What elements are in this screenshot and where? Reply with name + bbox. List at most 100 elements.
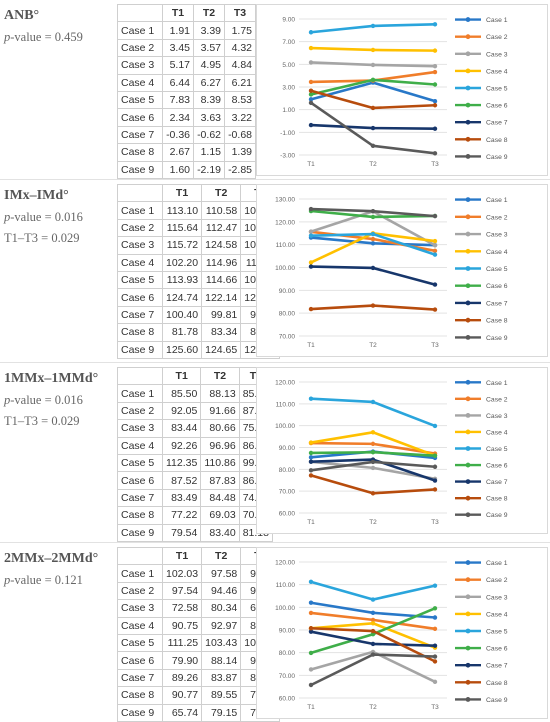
- value-cell: 122.14: [201, 288, 242, 307]
- y-tick-label: 130.00: [275, 197, 295, 204]
- data-point-case-9: [370, 652, 376, 657]
- y-tick-label: 60.00: [279, 511, 296, 518]
- stat-value: -value = 0.121: [10, 573, 83, 587]
- case-name-cell: Case 9: [117, 703, 163, 722]
- legend-label: Case 9: [486, 697, 508, 704]
- data-point-case-3: [370, 62, 376, 68]
- legend-label: Case 9: [486, 512, 508, 519]
- panel-label: ANB° p-value = 0.459: [4, 8, 112, 45]
- y-tick-label: 100.00: [275, 265, 295, 272]
- value-cell: 111.25: [161, 633, 203, 653]
- value-cell: 6.21: [224, 73, 256, 92]
- value-cell: 124.74: [161, 288, 203, 307]
- data-point-case-5: [308, 579, 314, 585]
- value-cell: 89.55: [201, 686, 242, 705]
- legend-label: Case 1: [486, 197, 508, 204]
- legend-label: Case 5: [486, 629, 508, 636]
- line-chart: 70.00 80.00 90.00 100.00 110.00 120.00 130.00 T…: [256, 184, 548, 357]
- value-cell: 88.13: [200, 384, 240, 403]
- case-name-cell: Case 6: [117, 651, 163, 670]
- stat-p-symbol: p: [4, 30, 11, 44]
- legend-marker: [465, 594, 471, 600]
- data-point-case-9: [308, 468, 314, 473]
- case-name-cell: Case 8: [117, 323, 163, 342]
- table-header-cell: T2: [201, 546, 242, 566]
- x-tick-label: T1: [307, 519, 315, 526]
- y-tick-label: 90.00: [279, 445, 296, 452]
- metric-title: 2MMx–2MMd°: [4, 551, 99, 566]
- data-point-case-9: [432, 654, 438, 659]
- value-cell: -0.62: [193, 125, 225, 145]
- stat-p-symbol: p: [4, 573, 11, 587]
- data-point-case-4: [308, 45, 314, 51]
- value-cell: 1.91: [162, 21, 194, 40]
- data-point-case-3: [432, 63, 438, 69]
- value-cell: 102.03: [161, 564, 203, 583]
- value-cell: 99.81: [201, 305, 242, 325]
- value-cell: 83.87: [201, 668, 242, 688]
- data-point-case-8: [432, 659, 438, 664]
- legend-label: Case 6: [486, 646, 508, 653]
- case-name-cell: Case 7: [117, 125, 163, 145]
- case-name-cell: Case 8: [117, 506, 163, 525]
- y-tick-label: 1.00: [282, 107, 295, 114]
- data-point-case-4: [308, 260, 314, 265]
- data-table: T1 T2 T3 Case 1 1.91 3.39 1.75 Case 2 3.45 3.57 4.…: [117, 3, 256, 179]
- x-tick-label: T3: [431, 161, 439, 168]
- line-chart: 60.00 70.00 80.00 90.00 100.00 110.00 120.00 T1…: [256, 547, 548, 719]
- y-tick-label: 70.00: [279, 334, 296, 341]
- data-point-case-3: [308, 229, 314, 234]
- data-point-case-4: [370, 621, 376, 626]
- x-tick-label: T1: [307, 161, 315, 168]
- table-header-cell: T1: [161, 366, 202, 386]
- data-point-case-2: [432, 626, 438, 631]
- table-row: Case 3 5.17 4.95 4.84: [117, 56, 256, 75]
- series-line-case-8: [310, 474, 436, 495]
- chart-svg: 60.00 70.00 80.00 90.00 100.00 110.00 120.00 T1…: [275, 560, 508, 712]
- legend-label: Case 7: [486, 120, 508, 127]
- data-point-case-3: [432, 243, 438, 248]
- data-point-case-1: [370, 610, 376, 616]
- value-cell: 4.95: [193, 56, 225, 75]
- value-cell: 92.97: [201, 616, 242, 635]
- legend-marker: [465, 51, 471, 57]
- case-name-cell: Case 2: [117, 38, 163, 58]
- case-name-cell: Case 6: [117, 288, 163, 307]
- chart-svg: -3.00 -1.00 1.00 3.00 5.00 7.00 9.00 T1 T2 T3 Case…: [280, 17, 508, 169]
- legend-label: Case 2: [486, 577, 508, 584]
- y-tick-label: -3.00: [280, 153, 295, 160]
- panel-divider: [0, 542, 550, 543]
- value-cell: -2.19: [193, 160, 225, 179]
- data-point-case-8: [432, 103, 438, 108]
- data-point-case-7: [432, 478, 438, 483]
- legend-marker: [465, 214, 471, 220]
- legend-marker: [465, 102, 471, 108]
- table-row: Case 8 2.67 1.15 1.39: [117, 143, 256, 162]
- data-point-case-6: [432, 82, 438, 87]
- data-point-case-2: [370, 617, 376, 623]
- y-tick-label: 100.00: [275, 423, 295, 430]
- data-point-case-8: [370, 303, 376, 308]
- value-cell: -0.36: [162, 125, 194, 145]
- y-tick-label: 9.00: [282, 17, 295, 24]
- line-chart: -3.00 -1.00 1.00 3.00 5.00 7.00 9.00 T1 T2 T3 Case…: [256, 4, 548, 176]
- panel-1: ANB° p-value = 0.459 T1 T2 T3 Case 1 1.91 3.39 1…: [0, 2, 550, 179]
- legend-marker: [465, 154, 471, 159]
- data-point-case-9: [370, 209, 376, 214]
- value-cell: 80.66: [200, 419, 240, 438]
- table-header-cell: T2: [193, 3, 225, 23]
- legend-label: Case 3: [486, 51, 508, 58]
- data-point-case-4: [370, 430, 376, 435]
- legend-label: Case 5: [486, 266, 508, 273]
- data-point-case-2: [432, 248, 438, 254]
- legend-label: Case 3: [486, 594, 508, 601]
- data-point-case-7: [308, 459, 314, 464]
- data-point-case-5: [370, 23, 376, 29]
- case-name-cell: Case 5: [117, 90, 163, 110]
- panel-2: IMx–IMd° p-value = 0.016 T1–T3 = 0.029 T1 T2…: [0, 182, 550, 360]
